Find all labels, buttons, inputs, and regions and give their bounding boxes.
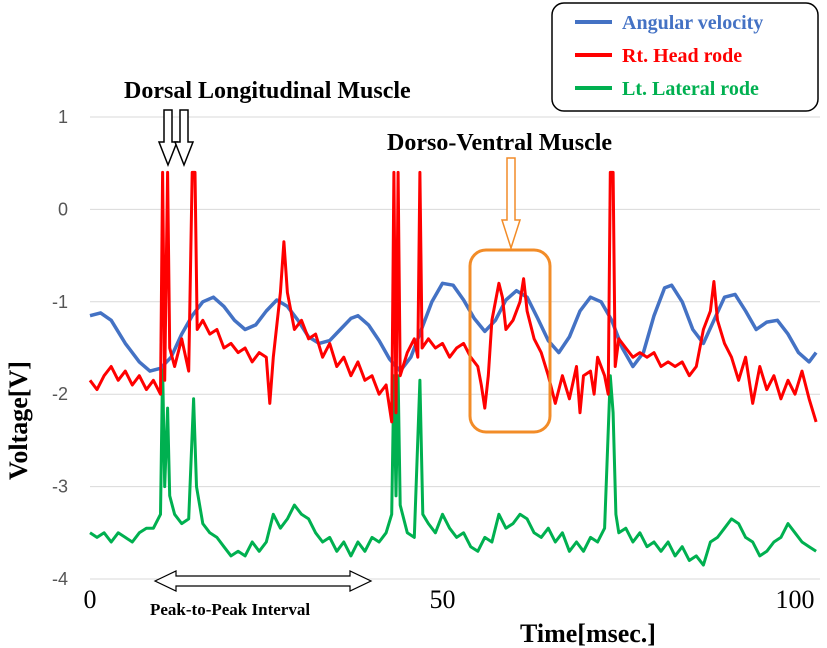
x-tick-label: 100	[776, 585, 815, 614]
x-axis-label: Time[msec.]	[520, 619, 656, 648]
legend-box	[551, 2, 819, 112]
y-tick-label: -3	[52, 477, 68, 497]
dorsal-arrows	[157, 109, 195, 168]
series-lines	[88, 170, 818, 567]
legend-label-lt-lateral: Lt. Lateral rode	[622, 78, 759, 100]
x-tick-labels: 0 50 100	[84, 585, 815, 614]
y-tick-label: -1	[52, 292, 68, 312]
legend: Angular velocity Rt. Head rode Lt. Later…	[551, 2, 819, 112]
legend-label-rt-head: Rt. Head rode	[622, 45, 742, 67]
x-tick-label: 0	[84, 585, 97, 614]
legend-label-angular: Angular velocity	[622, 12, 763, 34]
series-line-lt-lateral-rode	[89, 365, 817, 567]
series-line-angular-velocity	[89, 281, 818, 373]
peak-interval-arrow	[153, 570, 373, 592]
dorso-ventral-muscle-label: Dorso-Ventral Muscle	[387, 130, 612, 156]
series-line-rt-head-rode	[88, 170, 818, 424]
y-tick-label: 0	[58, 199, 68, 219]
peak-interval-label: Peak-to-Peak Interval	[150, 600, 310, 619]
y-tick-labels: 1 0 -1 -2 -3 -4	[52, 107, 68, 589]
y-tick-label: -2	[52, 384, 68, 404]
dorso-ventral-arrow	[500, 157, 522, 251]
x-tick-label: 50	[430, 585, 456, 614]
y-tick-label: -4	[52, 569, 68, 589]
y-tick-label: 1	[58, 107, 68, 127]
y-axis-label: Voltage[V]	[4, 361, 33, 480]
dorso-ventral-highlight-box	[468, 248, 552, 434]
dorsal-muscle-label: Dorsal Longitudinal Muscle	[124, 78, 411, 104]
